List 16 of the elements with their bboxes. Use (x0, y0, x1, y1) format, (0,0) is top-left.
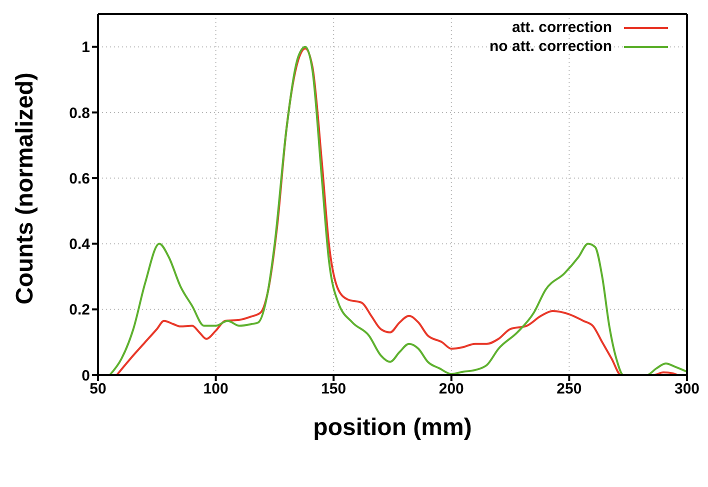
x-tick-label: 200 (438, 380, 464, 398)
y-axis-title: Counts (normalized) (12, 72, 39, 304)
y-tick-label: 0.8 (69, 104, 90, 122)
x-tick-label: 100 (203, 380, 228, 398)
legend-label: att. correction (512, 18, 612, 37)
x-tick-label: 50 (90, 380, 106, 398)
x-tick-label: 250 (556, 380, 582, 398)
y-tick-label: 0 (82, 367, 90, 384)
x-axis-title: position (mm) (313, 414, 472, 441)
x-tick-label: 300 (674, 380, 700, 398)
x-tick-label: 150 (321, 380, 346, 398)
y-tick-label: 0.4 (69, 236, 91, 254)
y-tick-label: 1 (82, 39, 90, 56)
legend-label: no att. correction (489, 37, 612, 56)
y-tick-label: 0.6 (69, 170, 90, 188)
y-tick-label: 0.2 (69, 302, 90, 319)
